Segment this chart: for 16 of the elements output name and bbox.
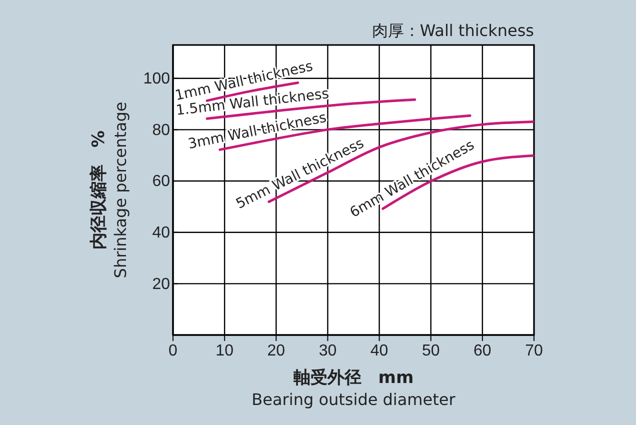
x-tick-label: 40 bbox=[370, 342, 388, 360]
chart-title: 肉厚：Wall thickness bbox=[372, 21, 534, 40]
x-tick-label: 70 bbox=[525, 342, 543, 360]
x-tick-label: 10 bbox=[216, 342, 234, 360]
y-tick-label: 20 bbox=[152, 276, 170, 293]
x-tick-label: 50 bbox=[422, 342, 440, 360]
y-tick-label: 60 bbox=[152, 173, 170, 190]
x-tick-label: 0 bbox=[168, 342, 178, 360]
x-tick-label: 60 bbox=[474, 342, 492, 360]
x-tick-label: 20 bbox=[267, 342, 286, 360]
y-tick-label: 100 bbox=[143, 70, 170, 88]
y-tick-label: 40 bbox=[152, 224, 170, 242]
y-tick-label: 80 bbox=[152, 122, 170, 139]
x-tick-label: 30 bbox=[318, 342, 337, 360]
y-axis-title: 内径収縮率 % Shrinkage percentage bbox=[89, 102, 130, 278]
x-axis-title: 軸受外径 mm Bearing outside diameter bbox=[252, 368, 456, 409]
